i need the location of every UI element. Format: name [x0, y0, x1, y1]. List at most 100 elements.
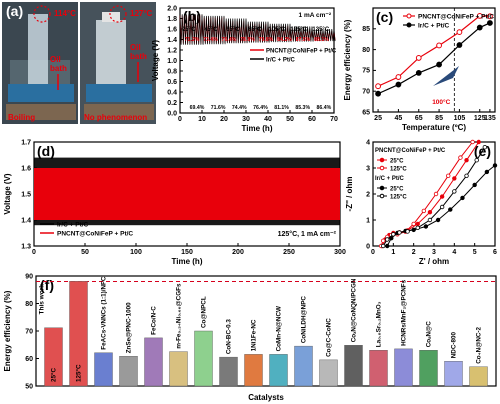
c-point-0 — [415, 55, 422, 61]
b-ytick-label: 2.0 — [167, 5, 177, 12]
b-eff-bottom: 81.1% — [274, 105, 289, 111]
e-xtick-label: 2 — [412, 249, 416, 256]
c-point-0 — [487, 13, 493, 20]
d-xtick-label: 100 — [130, 249, 142, 256]
photo-right-bottle — [96, 20, 126, 92]
oil-bath-right-line2: bath — [130, 52, 147, 61]
b-eff-bottom: 74.4% — [232, 105, 247, 111]
e-legend-title-1: PNCNT@CoNiFeP + Pt/C — [375, 148, 446, 154]
b-xlabel: Time (h) — [242, 124, 273, 133]
c-point-0 — [436, 42, 442, 49]
caption-right: No phenomenon — [84, 113, 147, 122]
c-xlabel: Temperature (ºC) — [402, 123, 466, 132]
d-legend-label: PNCNT@CoNiFeP + Pt/C — [57, 231, 133, 238]
c-ytick-label: 80 — [362, 47, 370, 54]
f-bar — [244, 354, 263, 387]
f-ylabel: Energy efficiency (%) — [3, 290, 12, 371]
f-xlabel: Catalysts — [248, 393, 284, 402]
e-point-0 — [476, 139, 481, 145]
c-ylabel: Energy efficiency (%) — [343, 19, 352, 100]
b-series-1-seg-1 — [201, 15, 226, 45]
f-bar — [419, 350, 438, 387]
temp-marker-right — [109, 5, 127, 23]
f-ytick-label: 70 — [25, 329, 33, 336]
b-xtick-label: 70 — [330, 116, 338, 123]
c-xtick-label: 85 — [435, 115, 443, 122]
b-xtick-label: 50 — [286, 116, 294, 123]
f-category-label: La₀.₈Sr₀.₂MnO₃ — [376, 301, 383, 347]
c-xtick-label: 45 — [395, 115, 403, 122]
c-point-0 — [456, 29, 463, 36]
d-ytick-label: 1.7 — [21, 139, 31, 146]
e-point-2 — [460, 195, 465, 201]
e-xtick-label: 6 — [493, 249, 497, 256]
d-xtick-label: 200 — [232, 249, 244, 256]
f-bar — [394, 348, 413, 387]
b-temp-label: 25°C — [182, 27, 196, 33]
f-ytick-label: 50 — [25, 384, 33, 391]
b-temp-label: 125°C — [290, 27, 307, 33]
d-condition: 125°C, 1 mA cm⁻² — [278, 230, 337, 238]
e-point-3 — [405, 229, 410, 234]
f-category-label: CoₔN@C — [426, 321, 433, 347]
e-point-0 — [415, 221, 420, 227]
b-series-1-seg-0 — [179, 14, 204, 45]
e-legend-label: 25°C — [390, 158, 404, 164]
f-bar — [469, 366, 488, 387]
c-point-0 — [395, 74, 402, 80]
b-eff-top: 87.5% — [296, 37, 311, 43]
e-xtick-label: 3 — [432, 249, 436, 256]
b-series-1-seg-5 — [289, 26, 314, 42]
c-ytick-label: 70 — [362, 89, 370, 96]
b-ytick-label: 0.0 — [167, 110, 177, 117]
f-bar — [119, 356, 138, 387]
f-bar — [269, 354, 288, 387]
f-category-label: CoMn-N@NCW — [276, 306, 283, 351]
c-ytick-label: 85 — [362, 26, 370, 33]
d-ylabel: Voltage (V) — [3, 173, 12, 215]
c-xtick-label: 25 — [374, 115, 382, 122]
b-xtick-label: 10 — [198, 116, 206, 123]
d-xtick-label: 300 — [334, 249, 346, 256]
b-panel-label: (b) — [183, 8, 201, 24]
b-ytick-label: 1.4 — [167, 37, 177, 44]
f-bar — [294, 345, 313, 387]
e-legend-label: 25°C — [390, 186, 404, 192]
b-eff-bottom: 85.3% — [295, 105, 310, 111]
photo-right-base — [84, 104, 154, 120]
f-this-work: This work — [39, 284, 46, 315]
f-category-label: FeCo/N-C — [151, 306, 158, 335]
f-category-label: CoₓN@CoNQN/PCGN — [351, 278, 358, 342]
c-line-1 — [377, 22, 491, 95]
b-legend-label: PNCNT@CoNiFeP + Pt/C — [266, 49, 337, 55]
e-point-2 — [423, 224, 429, 229]
f-ytick-label: 90 — [25, 274, 33, 281]
c-xtick-label: 105 — [454, 115, 466, 122]
photo-left-clamp — [8, 84, 74, 102]
e-xtick-label: 5 — [473, 249, 477, 256]
f-bar — [94, 352, 113, 387]
photo-left-base — [6, 104, 76, 120]
b-xtick-label: 30 — [242, 116, 250, 123]
f-category-label: FeACs-VNNCs (1:1)/NFC — [101, 276, 108, 350]
e-point-3 — [482, 144, 488, 150]
temp-marker-left — [33, 5, 51, 23]
e-point-2 — [472, 182, 477, 188]
oil-bath-right-line1: Oil — [130, 43, 141, 52]
c-point-1 — [456, 42, 463, 48]
f-category-label: NDC-800 — [451, 332, 458, 359]
b-xtick-label: 0 — [178, 116, 182, 123]
c-panel-label: (c) — [376, 9, 393, 25]
f-bar — [144, 337, 163, 387]
e-xtick-label: 1 — [391, 249, 395, 256]
b-eff-top: 73.4% — [203, 37, 218, 43]
b-current: 1 mA cm⁻² — [299, 12, 332, 19]
b-eff-bottom: 86.4% — [316, 105, 331, 111]
f-bar — [444, 361, 463, 387]
b-eff-bottom: 71.6% — [211, 105, 226, 111]
e-ytick-label: 4 — [366, 139, 370, 146]
f-category-label: m-Fe₀.₃₄Ni₀.₆₆@CGFs — [176, 283, 183, 349]
e-point-2 — [435, 217, 441, 223]
e-legend-marker — [379, 193, 385, 199]
